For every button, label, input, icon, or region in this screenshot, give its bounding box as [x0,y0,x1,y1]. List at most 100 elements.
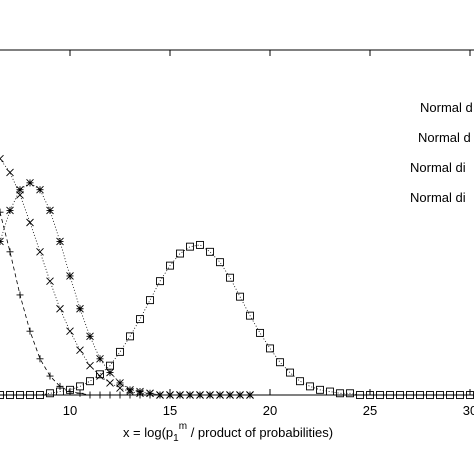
marker-square [106,361,114,370]
marker-star [0,237,4,246]
marker-square [386,391,394,399]
x-axis-label: x = log(p1m / product of probabilities) [123,421,333,444]
marker-plus [106,391,114,399]
marker-star [226,391,234,399]
legend-label: Normal di [410,190,466,205]
marker-cross [66,327,74,335]
legend-label: Normal d [418,130,471,145]
marker-star [86,332,94,341]
series [0,240,474,399]
marker-plus [0,208,4,216]
marker-square [186,242,194,251]
marker-star [6,206,14,215]
legend-label: Normal d [420,100,473,115]
marker-square [146,296,154,305]
marker-cross [0,154,4,163]
marker-square [196,240,204,249]
marker-star [16,185,24,194]
marker-square [66,385,74,394]
x-tick-label: 20 [263,403,277,418]
x-tick-label: 30 [463,403,474,418]
marker-star [36,185,44,194]
marker-square [56,387,64,396]
marker-square [76,382,84,391]
marker-square [206,247,214,256]
marker-square [376,391,384,399]
marker-square [266,344,274,353]
marker-star [216,391,224,399]
marker-square [6,391,14,399]
marker-cross [56,304,64,313]
marker-square [166,261,174,270]
marker-star [66,272,74,280]
marker-star [116,379,124,387]
marker-cross [86,361,94,370]
marker-square [326,387,334,396]
marker-plus [96,391,104,399]
marker-star [246,391,254,399]
series-line [0,212,210,396]
marker-cross [76,346,84,354]
marker-plus [116,391,124,399]
marker-cross [96,372,104,380]
marker-star [106,368,114,377]
marker-square [296,377,304,386]
x-tick-label: 25 [363,403,377,418]
marker-square [126,332,134,341]
marker-star [206,391,214,399]
marker-square [346,389,354,398]
marker-square [136,315,144,324]
marker-plus [66,388,74,396]
marker-square [156,277,164,286]
series-line [0,158,250,396]
marker-plus [16,291,24,299]
marker-plus [6,248,14,256]
marker-star [26,179,34,187]
marker-star [166,391,174,399]
marker-cross [36,248,44,256]
marker-square [456,391,464,399]
marker-square [256,328,264,337]
marker-square [286,368,294,377]
marker-star [46,206,54,215]
marker-star [186,391,194,399]
marker-star [196,391,204,399]
series-line [0,244,470,396]
legend-label: Normal di [410,160,466,175]
marker-star [126,386,134,394]
marker-square [46,389,54,398]
marker-square [316,385,324,394]
marker-cross [106,379,114,387]
marker-square [226,273,234,282]
marker-plus [76,389,84,397]
marker-star [176,391,184,399]
marker-cross [46,277,54,285]
x-tick-label: 10 [63,403,77,418]
marker-star [236,391,244,399]
marker-square [86,377,94,386]
marker-plus [56,382,64,390]
series-line [0,182,250,396]
marker-square [246,311,254,320]
marker-square [436,391,444,399]
marker-square [0,391,4,399]
marker-square [356,391,364,399]
marker-square [176,249,184,258]
marker-star [156,391,164,399]
marker-star [56,237,64,246]
marker-square [236,292,244,301]
marker-plus [26,327,34,335]
marker-square [396,391,404,399]
series [0,208,214,399]
marker-square [446,391,454,399]
marker-square [36,391,44,399]
marker-square [416,391,424,399]
marker-plus [86,391,94,399]
marker-square [116,347,124,356]
series [0,179,254,399]
marker-plus [46,372,54,380]
marker-star [76,304,84,313]
marker-cross [26,218,34,227]
marker-square [26,391,34,399]
